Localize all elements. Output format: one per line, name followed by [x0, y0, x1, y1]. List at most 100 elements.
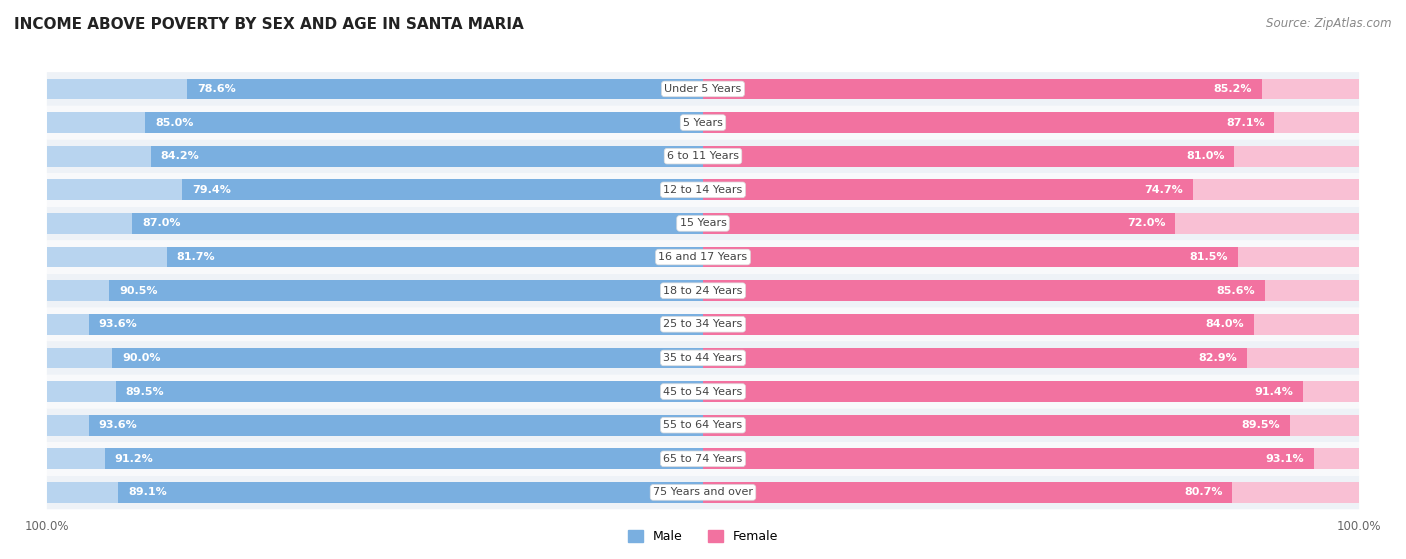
- Bar: [145, 112, 703, 133]
- Bar: [46, 381, 703, 402]
- Text: 85.0%: 85.0%: [155, 117, 194, 127]
- Bar: [46, 448, 703, 469]
- Bar: [46, 112, 703, 133]
- Bar: [703, 280, 1264, 301]
- Text: 87.1%: 87.1%: [1226, 117, 1264, 127]
- Text: 80.7%: 80.7%: [1184, 487, 1223, 498]
- Legend: Male, Female: Male, Female: [623, 525, 783, 548]
- Bar: [703, 247, 1237, 267]
- Bar: [46, 482, 703, 503]
- Bar: [110, 280, 703, 301]
- Text: 82.9%: 82.9%: [1198, 353, 1237, 363]
- Bar: [703, 112, 1360, 133]
- Bar: [112, 348, 703, 368]
- Text: 75 Years and over: 75 Years and over: [652, 487, 754, 498]
- Text: 91.4%: 91.4%: [1254, 387, 1294, 396]
- FancyBboxPatch shape: [46, 106, 1360, 139]
- Bar: [703, 247, 1360, 267]
- Text: 89.1%: 89.1%: [128, 487, 167, 498]
- Text: 6 to 11 Years: 6 to 11 Years: [666, 151, 740, 161]
- Bar: [181, 179, 703, 200]
- Text: 90.0%: 90.0%: [122, 353, 160, 363]
- Bar: [89, 314, 703, 335]
- Bar: [46, 348, 703, 368]
- Bar: [703, 78, 1263, 100]
- Bar: [703, 415, 1360, 435]
- Text: 81.5%: 81.5%: [1189, 252, 1227, 262]
- Text: 55 to 64 Years: 55 to 64 Years: [664, 420, 742, 430]
- Text: 81.7%: 81.7%: [177, 252, 215, 262]
- Text: 25 to 34 Years: 25 to 34 Years: [664, 319, 742, 329]
- Bar: [703, 213, 1360, 234]
- Bar: [703, 482, 1233, 503]
- Text: 89.5%: 89.5%: [1241, 420, 1281, 430]
- Bar: [703, 213, 1175, 234]
- Bar: [703, 146, 1360, 167]
- Bar: [703, 314, 1360, 335]
- Text: 65 to 74 Years: 65 to 74 Years: [664, 454, 742, 464]
- Bar: [703, 146, 1234, 167]
- Bar: [703, 381, 1303, 402]
- Text: 85.6%: 85.6%: [1216, 286, 1254, 296]
- Text: 90.5%: 90.5%: [120, 286, 157, 296]
- Text: 84.0%: 84.0%: [1206, 319, 1244, 329]
- FancyBboxPatch shape: [46, 341, 1360, 375]
- Bar: [703, 112, 1274, 133]
- FancyBboxPatch shape: [46, 375, 1360, 409]
- FancyBboxPatch shape: [46, 240, 1360, 274]
- Text: 78.6%: 78.6%: [197, 84, 236, 94]
- Text: 87.0%: 87.0%: [142, 219, 180, 229]
- Bar: [46, 78, 703, 100]
- Bar: [703, 415, 1291, 435]
- Bar: [104, 448, 703, 469]
- Text: Under 5 Years: Under 5 Years: [665, 84, 741, 94]
- Bar: [46, 280, 703, 301]
- Bar: [703, 348, 1360, 368]
- Bar: [703, 448, 1360, 469]
- Bar: [187, 78, 703, 100]
- FancyBboxPatch shape: [46, 476, 1360, 509]
- Bar: [703, 179, 1360, 200]
- Text: 79.4%: 79.4%: [191, 185, 231, 195]
- Bar: [703, 78, 1360, 100]
- Bar: [132, 213, 703, 234]
- Text: 85.2%: 85.2%: [1213, 84, 1253, 94]
- Text: 35 to 44 Years: 35 to 44 Years: [664, 353, 742, 363]
- Bar: [46, 415, 703, 435]
- Bar: [46, 314, 703, 335]
- Bar: [703, 381, 1360, 402]
- FancyBboxPatch shape: [46, 139, 1360, 173]
- Bar: [46, 179, 703, 200]
- Text: 89.5%: 89.5%: [125, 387, 165, 396]
- Bar: [703, 179, 1194, 200]
- Text: 84.2%: 84.2%: [160, 151, 200, 161]
- Bar: [115, 381, 703, 402]
- Text: INCOME ABOVE POVERTY BY SEX AND AGE IN SANTA MARIA: INCOME ABOVE POVERTY BY SEX AND AGE IN S…: [14, 17, 524, 32]
- Bar: [46, 213, 703, 234]
- FancyBboxPatch shape: [46, 307, 1360, 341]
- Bar: [703, 314, 1254, 335]
- Text: 93.1%: 93.1%: [1265, 454, 1303, 464]
- FancyBboxPatch shape: [46, 207, 1360, 240]
- Bar: [46, 146, 703, 167]
- Text: Source: ZipAtlas.com: Source: ZipAtlas.com: [1267, 17, 1392, 30]
- FancyBboxPatch shape: [46, 72, 1360, 106]
- Text: 5 Years: 5 Years: [683, 117, 723, 127]
- Text: 81.0%: 81.0%: [1187, 151, 1225, 161]
- Text: 93.6%: 93.6%: [98, 420, 138, 430]
- FancyBboxPatch shape: [46, 274, 1360, 307]
- Bar: [703, 482, 1360, 503]
- FancyBboxPatch shape: [46, 173, 1360, 207]
- Text: 72.0%: 72.0%: [1128, 219, 1166, 229]
- Text: 16 and 17 Years: 16 and 17 Years: [658, 252, 748, 262]
- Text: 15 Years: 15 Years: [679, 219, 727, 229]
- Bar: [150, 146, 703, 167]
- Bar: [46, 247, 703, 267]
- Text: 91.2%: 91.2%: [114, 454, 153, 464]
- Text: 45 to 54 Years: 45 to 54 Years: [664, 387, 742, 396]
- Bar: [703, 348, 1247, 368]
- Text: 12 to 14 Years: 12 to 14 Years: [664, 185, 742, 195]
- Bar: [703, 448, 1313, 469]
- Text: 93.6%: 93.6%: [98, 319, 138, 329]
- Text: 74.7%: 74.7%: [1144, 185, 1184, 195]
